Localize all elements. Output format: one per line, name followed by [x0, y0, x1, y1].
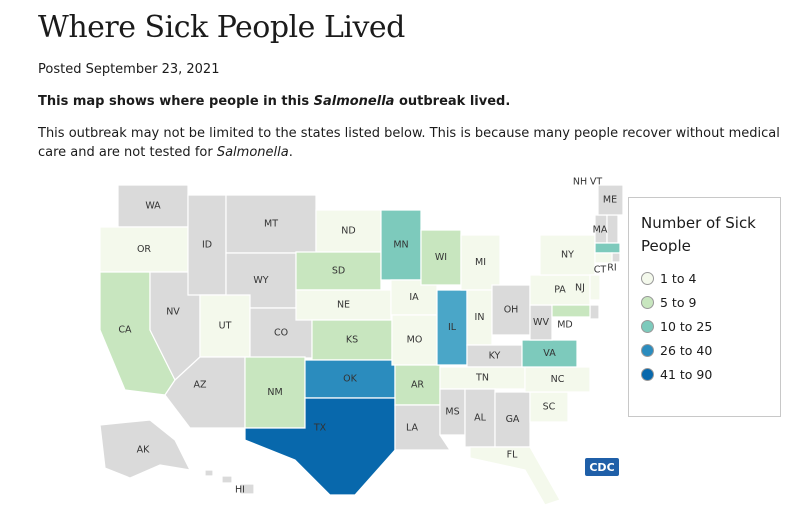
state-label: IL: [448, 322, 457, 333]
note-text: This outbreak may not be limited to the …: [38, 126, 780, 160]
state: [221, 475, 233, 484]
state-label: AL: [474, 413, 486, 424]
legend-item: 41 to 90: [641, 362, 768, 386]
state-label: NV: [166, 307, 180, 318]
state-label: MI: [475, 257, 486, 268]
state-label: RI: [607, 263, 616, 274]
state-label: MO: [407, 335, 423, 346]
state-label: OK: [343, 374, 357, 385]
state-label: KY: [489, 351, 501, 362]
state-label: SD: [332, 266, 345, 277]
note-text: .: [288, 145, 293, 160]
state-label: VT: [590, 177, 602, 188]
legend-swatch: [641, 295, 654, 309]
legend-item: 26 to 40: [641, 338, 768, 362]
state-label: CT: [594, 265, 607, 276]
state: [589, 304, 600, 320]
state: [239, 483, 255, 495]
legend: Number of Sick People 1 to 4 5 to 9 10 to 2…: [628, 197, 781, 417]
state-label: HI: [235, 485, 245, 496]
state-label: VA: [543, 348, 556, 359]
state: [521, 339, 578, 368]
state-label: WV: [533, 317, 549, 328]
page-title: Where Sick People Lived: [38, 10, 405, 45]
state-label: ND: [341, 226, 355, 237]
state: [469, 446, 561, 506]
legend-swatch: [641, 319, 654, 333]
map: WA OR CA NV ID MT WY UT CO AZ NM ND SD NE KS OK TX MN IA MO…: [99, 177, 624, 506]
state-label: FL: [507, 450, 518, 461]
state-label: OR: [137, 244, 151, 255]
state-label: GA: [506, 414, 520, 425]
state-label: TX: [313, 423, 327, 434]
legend-label: 5 to 9: [660, 294, 697, 310]
legend-item: 10 to 25: [641, 314, 768, 338]
state-label: NY: [561, 250, 574, 261]
state-label: MT: [264, 219, 278, 230]
state: [594, 252, 613, 264]
state: [611, 252, 621, 263]
state-label: IA: [409, 292, 419, 303]
intro-text: This map shows where people in this: [38, 94, 314, 109]
legend-swatch: [641, 343, 654, 357]
state-label: LA: [406, 423, 419, 434]
state-label: MD: [557, 320, 573, 331]
state-label: NM: [267, 387, 282, 398]
state-label: OH: [504, 305, 519, 316]
state-label: AR: [411, 380, 424, 391]
state-label: SC: [543, 402, 556, 413]
legend-label: 41 to 90: [660, 366, 713, 382]
legend-item: 1 to 4: [641, 266, 768, 290]
intro-text: outbreak lived.: [394, 94, 511, 109]
state-label: WY: [253, 275, 268, 286]
state-label: NC: [551, 374, 565, 385]
state-label: UT: [219, 321, 232, 332]
legend-label: 26 to 40: [660, 342, 713, 358]
state-label: PA: [554, 285, 566, 296]
state-label: NH: [573, 177, 587, 188]
note: This outbreak may not be limited to the …: [38, 124, 788, 162]
state-label: NJ: [575, 283, 585, 294]
state-label: WA: [145, 201, 161, 212]
state: [551, 304, 591, 318]
state: [597, 184, 624, 216]
legend-title: Number of Sick People: [641, 214, 756, 255]
state: [594, 242, 621, 254]
state-label: CO: [274, 328, 288, 339]
legend-swatch: [641, 367, 654, 381]
intro: This map shows where people in this Salm…: [38, 92, 510, 111]
state-label: AK: [137, 445, 150, 456]
state: [204, 469, 214, 477]
legend-label: 10 to 25: [660, 318, 713, 334]
state-label: WI: [435, 252, 447, 263]
logo-text: CDC: [589, 461, 614, 474]
posted-date: Posted September 23, 2021: [38, 62, 220, 77]
state-label: MN: [393, 240, 408, 251]
state: [606, 214, 619, 244]
state-label: IN: [475, 312, 485, 323]
state-label: ID: [202, 240, 212, 251]
state: [99, 419, 192, 479]
state-label: ME: [603, 195, 617, 206]
note-italic: Salmonella: [216, 145, 289, 160]
state: [394, 404, 452, 451]
logo-box: [585, 458, 619, 476]
cdc-logo: CDC: [585, 458, 619, 476]
state-label: KS: [346, 335, 358, 346]
state-label: NE: [337, 300, 350, 311]
legend-label: 1 to 4: [660, 270, 697, 286]
state-label: CA: [118, 325, 132, 336]
state: [589, 274, 601, 301]
state-label: AZ: [193, 380, 206, 391]
state-label: MA: [593, 225, 608, 236]
intro-italic: Salmonella: [313, 94, 395, 109]
legend-swatch: [641, 271, 654, 285]
legend-item: 5 to 9: [641, 290, 768, 314]
state-label: MS: [445, 407, 459, 418]
state-label: TN: [475, 373, 489, 384]
